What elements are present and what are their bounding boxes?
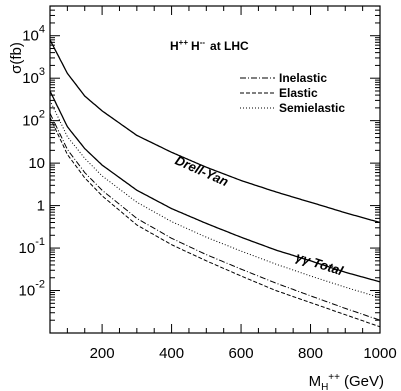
x-tick-label: 800 <box>298 345 323 362</box>
y-tick-label-base: 10 <box>19 283 36 300</box>
x-axis-label-sub: H <box>321 382 328 391</box>
legend-label: Semielastic <box>279 101 345 115</box>
y-tick-label-base: 10 <box>22 28 39 45</box>
series-line-semi <box>50 100 380 299</box>
series-line-inel <box>50 112 380 321</box>
legend-label: Inelastic <box>279 71 327 85</box>
title-part-b: H <box>191 39 200 53</box>
ticks-layer <box>50 5 381 334</box>
y-tick-label: 10-2 <box>19 279 45 300</box>
y-tick-label: 103 <box>22 66 45 87</box>
y-tick-label: 1 <box>37 198 45 215</box>
y-axis-label: σ(fb) <box>8 42 25 74</box>
y-tick-label-exponent: 2 <box>39 109 45 121</box>
x-tick-label: 200 <box>90 345 115 362</box>
x-tick-label: 600 <box>229 345 254 362</box>
curves-layer <box>50 39 380 328</box>
y-tick-label-exponent: 4 <box>39 24 45 36</box>
series-line-gg <box>50 90 380 283</box>
title-part-rest: at LHC <box>210 39 249 53</box>
title-part-a-sup: ++ <box>179 38 189 47</box>
y-tick-label: 104 <box>22 24 45 45</box>
title-part-a: H <box>170 39 179 53</box>
chart-title: H++ H-- at LHC <box>170 38 249 53</box>
legend-label: Elastic <box>279 86 318 100</box>
annotation-gg: γγ Total <box>294 249 345 278</box>
y-tick-label-exponent: 3 <box>39 66 45 78</box>
x-axis-label-unit: (GeV) <box>344 373 384 390</box>
x-tick-label: 1000 <box>363 345 396 362</box>
series-line-dy <box>50 39 380 224</box>
title-part-b-sup: -- <box>200 38 206 47</box>
x-axis-label: MH++ (GeV) <box>309 372 384 391</box>
annotations-layer: Drell-Yan γγ Total <box>173 153 345 279</box>
y-tick-label-exponent: -2 <box>35 279 45 291</box>
x-axis-label-main: M <box>309 373 322 390</box>
x-axis-label-sup: ++ <box>328 372 340 383</box>
y-tick-label: 10 <box>28 155 45 172</box>
series-line-el <box>50 117 380 328</box>
y-tick-label-exponent: -1 <box>35 236 45 248</box>
x-tick-label: 400 <box>159 345 184 362</box>
y-tick-label: 102 <box>22 109 45 130</box>
annotation-dy: Drell-Yan <box>173 153 231 190</box>
y-tick-label-base: 10 <box>22 70 39 87</box>
y-tick-label-base: 10 <box>22 113 39 130</box>
y-tick-label-base: 10 <box>19 240 36 257</box>
y-tick-label: 10-1 <box>19 236 45 257</box>
